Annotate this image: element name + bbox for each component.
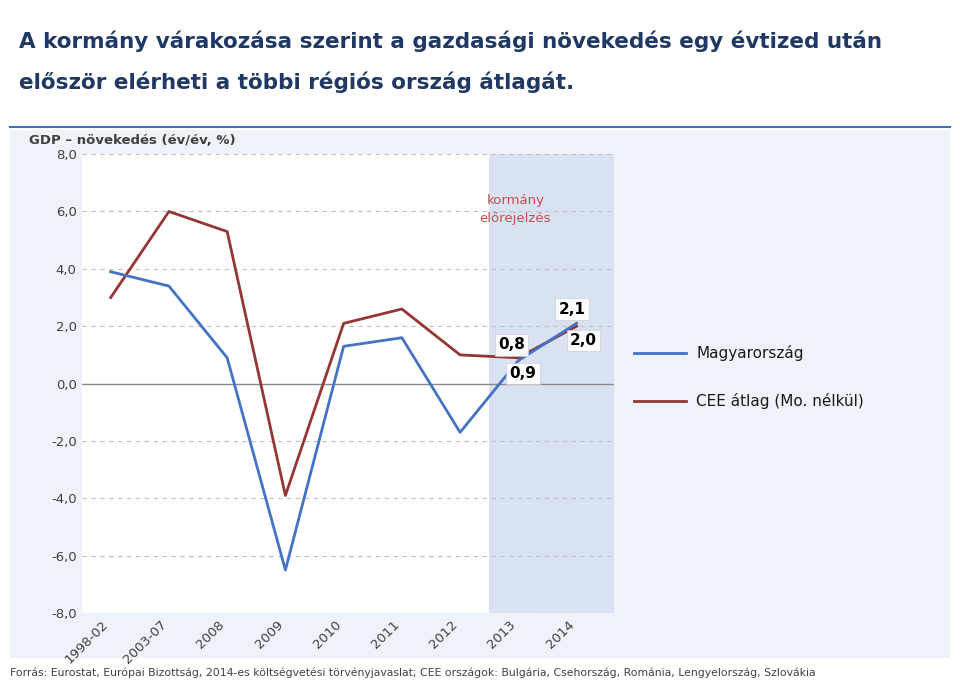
Text: CEE átlag (Mo. nélkül): CEE átlag (Mo. nélkül)	[696, 393, 864, 409]
Text: 2,0: 2,0	[570, 333, 597, 348]
Text: először elérheti a többi régiós ország átlagát.: először elérheti a többi régiós ország á…	[19, 72, 574, 93]
Bar	[490, 154, 614, 613]
Text: 0,8: 0,8	[498, 338, 525, 352]
Text: Forrás: Eurostat, Európai Bizottság, 2014-es költségvetési törvényjavaslat; CEE : Forrás: Eurostat, Európai Bizottság, 201…	[10, 668, 815, 678]
Text: 0,9: 0,9	[510, 366, 537, 381]
Text: Magyarország: Magyarország	[696, 345, 804, 361]
Text: kormány
előrejelzés: kormány előrejelzés	[480, 195, 551, 225]
Text: GDP – növekedés (év/év, %): GDP – növekedés (év/év, %)	[29, 134, 235, 147]
Text: A kormány várakozása szerint a gazdasági növekedés egy évtized után: A kormány várakozása szerint a gazdasági…	[19, 31, 882, 52]
Text: 2,1: 2,1	[559, 301, 586, 316]
